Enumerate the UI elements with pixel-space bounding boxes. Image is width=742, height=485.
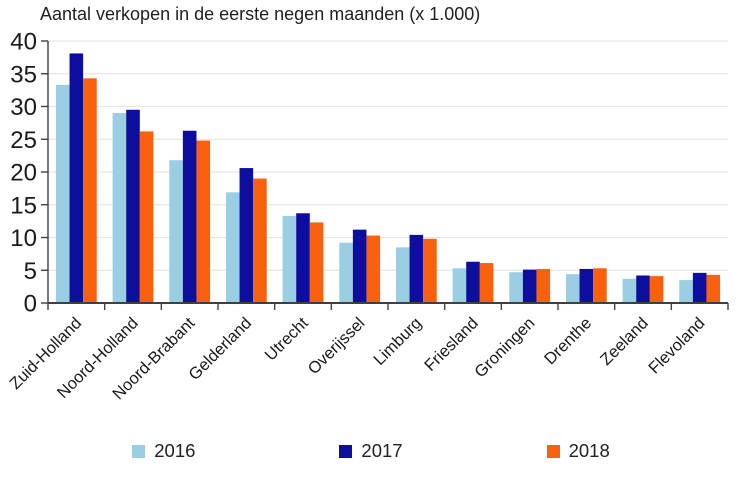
bar-zuid-holland-2018 <box>83 78 97 304</box>
bar-drenthe-2018 <box>593 268 607 303</box>
bar-noord-brabant-2018 <box>196 140 211 303</box>
bar-utrecht-2016 <box>282 215 297 303</box>
chart-title: Aantal verkopen in de eerste negen maand… <box>40 4 481 24</box>
bar-gelderland-2017 <box>239 168 254 303</box>
legend-label-2017: 2017 <box>361 440 403 461</box>
legend-label-2016: 2016 <box>154 440 196 461</box>
legend-item-2018: 2018 <box>546 440 610 462</box>
x-axis-label-drenthe: Drenthe <box>541 314 595 368</box>
y-axis-label-5: 5 <box>24 258 37 285</box>
bar-noord-brabant-2017 <box>182 130 197 303</box>
x-axis-label-overijssel: Overijssel <box>305 314 369 378</box>
bar-gelderland-2016 <box>225 192 240 303</box>
bar-limburg-2017 <box>409 234 424 303</box>
y-axis-label-35: 35 <box>10 61 37 88</box>
bar-limburg-2018 <box>423 238 437 303</box>
bar-zeeland-2018 <box>649 276 664 303</box>
x-axis-label-groningen: Groningen <box>471 314 538 381</box>
chart-legend: 2016 2017 2018 <box>0 440 742 462</box>
bar-overijssel-2018 <box>366 235 381 303</box>
bar-noord-holland-2018 <box>139 131 154 303</box>
x-axis-label-friesland: Friesland <box>421 314 482 375</box>
x-axis-label-zeeland: Zeeland <box>597 314 652 369</box>
bar-groningen-2016 <box>509 272 523 303</box>
bar-friesland-2017 <box>466 261 480 303</box>
bar-zeeland-2017 <box>636 275 650 303</box>
bar-utrecht-2018 <box>309 222 324 303</box>
bar-limburg-2016 <box>395 247 410 303</box>
y-axis-label-25: 25 <box>10 127 37 154</box>
y-axis-label-0: 0 <box>24 291 37 318</box>
bar-friesland-2018 <box>479 263 494 303</box>
bar-groningen-2017 <box>522 269 537 303</box>
bar-flevoland-2018 <box>706 274 721 303</box>
y-axis-label-20: 20 <box>10 160 37 187</box>
x-axis-label-limburg: Limburg <box>370 314 425 369</box>
y-axis-label-10: 10 <box>10 225 37 252</box>
bar-utrecht-2017 <box>296 213 310 303</box>
legend-item-2016: 2016 <box>132 440 195 462</box>
bar-flevoland-2017 <box>692 272 707 303</box>
legend-swatch-2016 <box>132 444 146 458</box>
bar-zeeland-2016 <box>622 278 637 303</box>
legend-swatch-2018 <box>546 444 560 458</box>
bar-drenthe-2017 <box>579 268 594 303</box>
bar-noord-holland-2016 <box>112 113 127 303</box>
bar-flevoland-2016 <box>679 280 693 303</box>
bar-noord-brabant-2016 <box>169 160 183 303</box>
bar-gelderland-2018 <box>253 178 267 303</box>
legend-item-2017: 2017 <box>339 440 403 462</box>
chart-plot-canvas: 0510152025303540Zuid-HollandNoord-Hollan… <box>6 29 729 403</box>
bar-noord-holland-2017 <box>126 109 140 304</box>
bar-friesland-2016 <box>452 268 467 303</box>
bar-groningen-2018 <box>536 268 551 303</box>
legend-label-2018: 2018 <box>568 440 610 461</box>
bar-overijssel-2016 <box>339 242 353 303</box>
bar-zuid-holland-2016 <box>55 84 70 303</box>
x-axis-label-utrecht: Utrecht <box>261 314 312 365</box>
bar-drenthe-2016 <box>565 274 580 303</box>
y-axis-label-30: 30 <box>10 94 37 121</box>
bar-zuid-holland-2017 <box>69 53 84 303</box>
y-axis-label-40: 40 <box>10 29 37 56</box>
bar-overijssel-2017 <box>352 229 367 303</box>
x-axis-label-flevoland: Flevoland <box>645 314 708 377</box>
legend-swatch-2017 <box>339 444 353 458</box>
y-axis-label-15: 15 <box>10 192 37 219</box>
